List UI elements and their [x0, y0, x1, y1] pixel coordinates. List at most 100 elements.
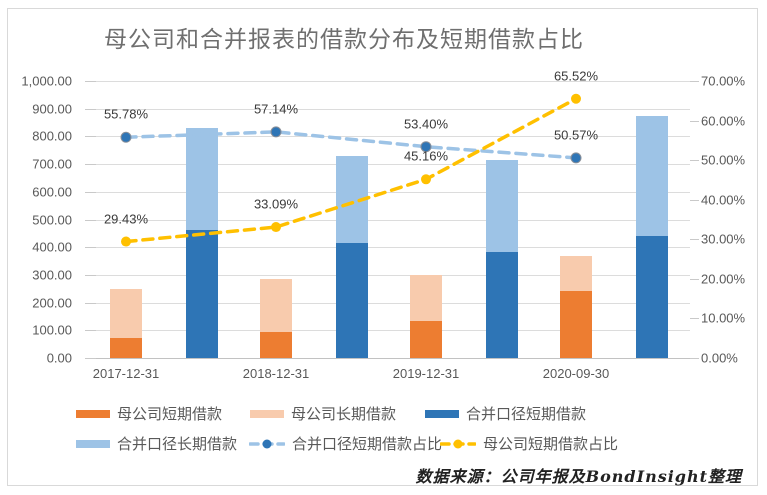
marker-consolidated-short-ratio	[120, 131, 132, 143]
y-axis-right-tick	[690, 239, 699, 241]
y-axis-right-tick-label: 30.00%	[701, 231, 746, 247]
y-axis-right-tick	[690, 358, 699, 359]
y-axis-left-tick	[85, 136, 96, 138]
legend-label-parent-short-ratio: 母公司短期借款占比	[483, 436, 619, 453]
legend-item-consolidated-long-term: 合并口径长期借款	[76, 433, 237, 454]
x-axis-category-label: 2017-12-31	[92, 366, 160, 381]
y-axis-right-tick-label: 70.00%	[701, 73, 746, 89]
y-axis-right-tick	[690, 278, 699, 280]
y-axis-right-tick-label: 40.00%	[701, 192, 746, 208]
y-axis-right-tick-label: 0.00%	[701, 350, 738, 366]
gridline	[96, 330, 690, 332]
legend-item-parent-long-term: 母公司长期借款	[250, 403, 396, 424]
y-axis-left-tick-label: 0.00	[46, 350, 72, 366]
y-axis-right-tick-label: 50.00%	[701, 152, 746, 168]
y-axis-left-tick	[85, 164, 96, 166]
gridline	[96, 136, 690, 138]
x-axis-category-label: 2020-09-30	[542, 366, 610, 381]
data-label-parent-short-ratio: 33.09%	[253, 196, 299, 212]
legend-label-consolidated-long-term: 合并口径长期借款	[117, 436, 238, 453]
y-axis-left-tick-label: 200.00	[32, 295, 72, 311]
legend-swatch-consolidated-long-term	[76, 439, 110, 448]
y-axis-left-tick-label: 700.00	[32, 156, 72, 172]
legend-label-parent-short-term: 母公司短期借款	[117, 406, 223, 423]
legend-line-marker-consolidated-short-ratio	[249, 439, 285, 448]
bar-consolidated-long-term	[636, 115, 668, 236]
gridline	[96, 358, 690, 359]
bar-consolidated-short-term	[336, 242, 368, 358]
bar-parent-long-term	[260, 278, 292, 332]
marker-parent-short-ratio	[571, 93, 581, 104]
bar-parent-long-term	[110, 288, 142, 338]
y-axis-left-tick	[85, 358, 96, 359]
bar-parent-long-term	[560, 255, 592, 291]
marker-consolidated-short-ratio	[420, 141, 432, 153]
plot-area: 55.78% 57.14% 53.40% 50.57% 29.43% 33.09% 45.1…	[96, 68, 690, 359]
y-axis-left-tick-label: 300.00	[32, 267, 72, 283]
data-label-consolidated-short-ratio: 57.14%	[253, 101, 299, 117]
bar-parent-short-term	[260, 331, 292, 358]
legend-label-consolidated-short-ratio: 合并口径短期借款占比	[292, 436, 443, 453]
gridline	[96, 219, 690, 221]
x-axis-category-label: 2018-12-31	[242, 366, 310, 381]
y-axis-right-tick	[690, 199, 699, 201]
y-axis-right-tick-label: 10.00%	[701, 310, 746, 326]
ratio-lines-layer	[120, 93, 582, 247]
gridline	[96, 247, 690, 249]
y-axis-left-tick-label: 500.00	[32, 212, 72, 227]
bar-consolidated-short-term	[486, 252, 518, 358]
bar-parent-long-term	[410, 275, 442, 321]
gridline	[96, 108, 690, 110]
line-parent-short-ratio	[124, 96, 578, 244]
y-axis-left-tick-label: 1,000.00	[21, 73, 72, 89]
y-axis-right-tick-label: 20.00%	[701, 271, 746, 287]
legend-label-consolidated-short-term: 合并口径短期借款	[466, 406, 587, 423]
gridline	[96, 81, 690, 82]
chart-border	[7, 8, 758, 486]
y-axis-left-tick-label: 900.00	[32, 101, 72, 117]
bar-parent-short-term	[410, 320, 442, 358]
data-label-consolidated-short-ratio: 53.40%	[403, 116, 449, 132]
source-note: 数据来源：公司年报及BondInsight整理	[415, 467, 742, 486]
gridline	[96, 191, 690, 193]
y-axis-left-tick	[85, 219, 96, 221]
legend-item-parent-short-ratio: 母公司短期借款占比	[440, 433, 618, 454]
data-label-consolidated-short-ratio: 55.78%	[103, 106, 149, 122]
data-label-parent-short-ratio: 65.52%	[553, 68, 599, 84]
y-axis-left-tick	[85, 191, 96, 193]
line-consolidated-short-ratio	[124, 130, 578, 160]
y-axis-left-tick	[85, 108, 96, 110]
legend-line-marker-parent-short-ratio	[440, 439, 476, 448]
marker-consolidated-short-ratio	[270, 126, 282, 138]
y-axis-right-tick	[690, 160, 699, 162]
y-axis-left-tick-label: 800.00	[32, 128, 72, 144]
marker-consolidated-short-ratio	[570, 152, 582, 164]
y-axis-left-tick-label: 600.00	[32, 184, 72, 200]
data-label-parent-short-ratio: 45.16%	[403, 148, 449, 164]
legend-item-consolidated-short-ratio: 合并口径短期借款占比	[249, 433, 442, 454]
data-label-consolidated-short-ratio: 50.57%	[553, 127, 599, 143]
legend-label-parent-long-term: 母公司长期借款	[291, 406, 397, 423]
bar-parent-short-term	[560, 290, 592, 358]
bar-consolidated-long-term	[486, 159, 518, 253]
y-axis-right-tick-label: 60.00%	[701, 113, 746, 129]
x-axis-category-label: 2019-12-31	[392, 366, 460, 381]
y-axis-left-tick-label: 400.00	[32, 239, 72, 255]
gridline	[96, 164, 690, 166]
marker-parent-short-ratio	[421, 174, 431, 185]
legend-swatch-parent-short-term	[76, 409, 110, 418]
legend-swatch-parent-long-term	[250, 409, 284, 418]
bar-consolidated-short-term	[636, 235, 668, 358]
y-axis-left-tick	[85, 274, 96, 276]
bar-parent-short-term	[110, 337, 142, 358]
y-axis-left-tick	[85, 247, 96, 249]
y-axis-left-tick-label: 100.00	[32, 322, 72, 338]
marker-parent-short-ratio	[271, 222, 281, 233]
gridline	[96, 274, 690, 276]
y-axis-right-tick	[690, 318, 699, 320]
y-axis-left-tick	[85, 81, 96, 82]
bar-consolidated-long-term	[186, 128, 218, 230]
y-axis-left-tick	[85, 302, 96, 304]
chart-title: 母公司和合并报表的借款分布及短期借款占比	[104, 27, 584, 53]
